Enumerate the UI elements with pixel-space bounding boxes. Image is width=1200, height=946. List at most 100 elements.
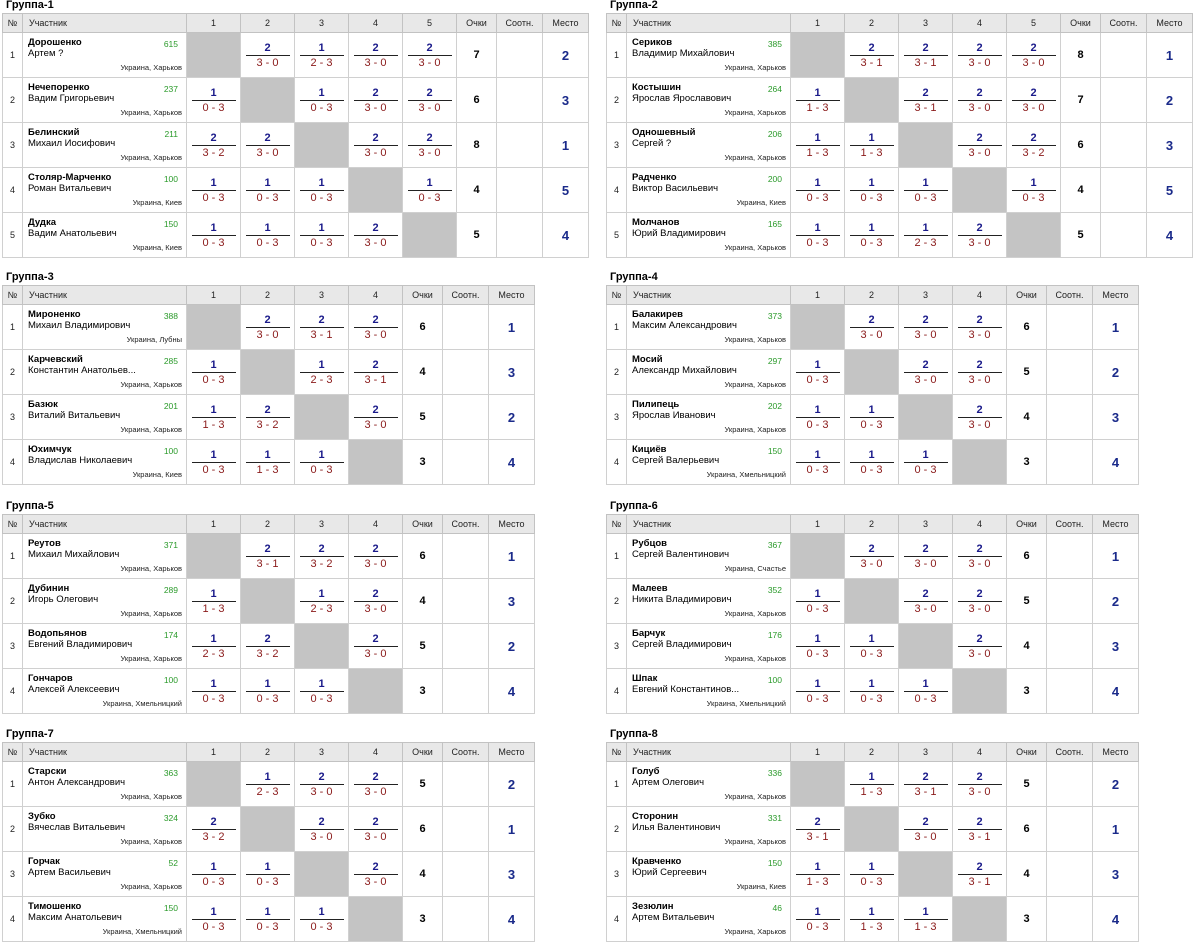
player-surname[interactable]: Молчанов	[632, 217, 680, 228]
player-surname[interactable]: Зубко	[28, 811, 56, 822]
header-no[interactable]: №	[606, 514, 627, 534]
player-cell[interactable]: Балакирев Максим Александрович 373 Украина,…	[626, 304, 791, 350]
header-points[interactable]: Очки	[1006, 514, 1047, 534]
header-ratio[interactable]: Соотн.	[442, 514, 489, 534]
player-cell[interactable]: Барчук Сергей Владимирович 176 Украина, Хар…	[626, 623, 791, 669]
player-cell[interactable]: Водопьянов Евгений Владимирович 174 Украина…	[22, 623, 187, 669]
player-surname[interactable]: Старски	[28, 766, 67, 777]
player-cell[interactable]: Юхимчук Владислав Николаевич 100 Украина, К…	[22, 439, 187, 485]
player-cell[interactable]: Нечепоренко Вадим Григорьевич 237 Украина, …	[22, 77, 187, 123]
header-player[interactable]: Участник	[22, 514, 187, 534]
player-cell[interactable]: Кициёв Сергей Валерьевич 150 Украина, Хмель…	[626, 439, 791, 485]
header-points[interactable]: Очки	[402, 285, 443, 305]
header-points[interactable]: Очки	[1006, 285, 1047, 305]
header-ratio[interactable]: Соотн.	[1046, 514, 1093, 534]
player-surname[interactable]: Дубинин	[28, 583, 70, 594]
player-surname[interactable]: Зезюлин	[632, 901, 674, 912]
player-surname[interactable]: Шпак	[632, 673, 658, 684]
player-surname[interactable]: Костышин	[632, 82, 682, 93]
player-cell[interactable]: Голуб Артем Олегович 336 Украина, Харьков	[626, 761, 791, 807]
header-place[interactable]: Место	[1146, 13, 1193, 33]
player-cell[interactable]: Сторонин Илья Валентинович 331 Украина, Хар…	[626, 806, 791, 852]
player-cell[interactable]: Столяр-Марченко Роман Витальевич 100 Украин…	[22, 167, 187, 213]
header-points[interactable]: Очки	[402, 742, 443, 762]
header-ratio[interactable]: Соотн.	[1046, 742, 1093, 762]
player-cell[interactable]: Молчанов Юрий Владимирович 165 Украина, Хар…	[626, 212, 791, 258]
player-surname[interactable]: Нечепоренко	[28, 82, 90, 93]
player-surname[interactable]: Столяр-Марченко	[28, 172, 112, 183]
header-points[interactable]: Очки	[402, 514, 443, 534]
player-cell[interactable]: Костышин Ярослав Ярославович 264 Украина, Х…	[626, 77, 791, 123]
header-no[interactable]: №	[2, 13, 23, 33]
player-surname[interactable]: Одношевный	[632, 127, 696, 138]
header-place[interactable]: Место	[1092, 742, 1139, 762]
player-cell[interactable]: Радченко Виктор Васильевич 200 Украина, Кие…	[626, 167, 791, 213]
player-cell[interactable]: Дорошенко Артем ? 615 Украина, Харьков	[22, 32, 187, 78]
player-surname[interactable]: Юхимчук	[28, 444, 72, 455]
player-surname[interactable]: Тимошенко	[28, 901, 82, 912]
player-cell[interactable]: Реутов Михаил Михайлович 371 Украина, Харьк…	[22, 533, 187, 579]
player-cell[interactable]: Дудка Вадим Анатольевич 150 Украина, Киев	[22, 212, 187, 258]
player-cell[interactable]: Дубинин Игорь Олегович 289 Украина, Харьков	[22, 578, 187, 624]
header-no[interactable]: №	[606, 285, 627, 305]
header-ratio[interactable]: Соотн.	[442, 285, 489, 305]
player-cell[interactable]: Одношевный Сергей ? 206 Украина, Харьков	[626, 122, 791, 168]
player-surname[interactable]: Рубцов	[632, 538, 667, 549]
player-surname[interactable]: Белинский	[28, 127, 80, 138]
